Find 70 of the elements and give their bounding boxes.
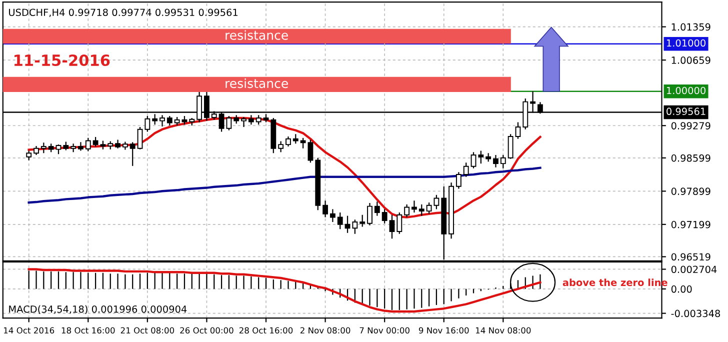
candlestick xyxy=(382,208,388,224)
candlestick xyxy=(144,116,150,132)
text: MACD(34,54,18) 0.001996 0.000904 xyxy=(9,305,187,314)
candlestick xyxy=(34,145,39,156)
candlestick xyxy=(404,204,410,218)
line-series xyxy=(28,166,542,204)
y-tick-label: 0.98599 xyxy=(671,154,710,162)
y-tick-label: -0.003348 xyxy=(671,310,720,318)
candlestick xyxy=(493,154,498,168)
x-tick-label: 28 Oct 16:00 xyxy=(239,327,293,334)
x-tick-label: 7 Nov 00:00 xyxy=(360,327,410,334)
y-tick-label: 1.01359 xyxy=(672,23,710,31)
x-tick-label: 14 Oct 2016 xyxy=(4,327,54,334)
candlestick xyxy=(456,172,462,190)
y-tick-label: 0.96519 xyxy=(671,253,710,261)
candlestick xyxy=(248,114,254,126)
candlestick xyxy=(478,150,484,164)
x-tick-label: 9 Nov 16:00 xyxy=(418,327,469,334)
candlestick xyxy=(463,162,469,178)
x-tick-label: 14 Nov 08:00 xyxy=(476,327,531,334)
candlestick xyxy=(166,116,172,126)
x-tick-label: 18 Oct 16:00 xyxy=(62,327,115,334)
candlestick xyxy=(226,116,232,131)
candlestick xyxy=(56,144,62,155)
candlestick xyxy=(130,142,136,166)
candlestick xyxy=(278,140,284,153)
y-tick-label: 0.97199 xyxy=(671,220,710,228)
candlestick xyxy=(330,208,336,223)
candlestick xyxy=(418,204,424,216)
candlestick xyxy=(322,200,328,218)
text: USDCHF,H4 0.99718 0.99774 0.99531 0.99561 xyxy=(9,8,238,18)
ref-line-label: 0.99561 xyxy=(666,108,706,116)
y-tick-label: 0.97899 xyxy=(671,188,710,195)
candlestick xyxy=(26,150,32,161)
candlestick xyxy=(352,219,358,234)
candlestick xyxy=(360,214,366,228)
candlestick xyxy=(412,200,417,214)
x-tick-label: 2 Nov 08:00 xyxy=(300,327,350,334)
candlestick xyxy=(160,114,165,128)
candlestick xyxy=(286,136,291,148)
candlestick xyxy=(300,137,306,149)
candlestick xyxy=(256,114,262,126)
candlestick xyxy=(374,201,380,216)
candlestick xyxy=(515,122,521,140)
y-tick-label: 0.99279 xyxy=(671,122,710,130)
candlestick xyxy=(500,154,506,169)
y-tick-label: 0.00 xyxy=(671,285,692,293)
candlestick xyxy=(241,116,246,128)
candlestick xyxy=(137,126,143,150)
candlestick xyxy=(470,152,476,169)
candlestick xyxy=(92,136,98,148)
band-label: resistance xyxy=(226,30,288,40)
candlestick xyxy=(389,214,395,240)
candlestick xyxy=(40,142,46,154)
candlestick xyxy=(508,134,514,160)
y-tick-label: 0.002704 xyxy=(671,266,717,274)
band-label: resistance xyxy=(226,78,288,88)
candlestick xyxy=(396,212,402,234)
candlestick xyxy=(292,134,298,144)
candlestick xyxy=(308,139,314,164)
candlestick xyxy=(337,212,343,230)
ref-line-label: 1.00000 xyxy=(666,86,706,94)
ref-line-label: 1.01000 xyxy=(666,39,706,47)
annotation: 11-15-2016 xyxy=(14,54,110,66)
candlestick xyxy=(367,202,372,226)
y-tick-label: 1.00659 xyxy=(672,56,710,64)
x-tick-label: 26 Oct 00:00 xyxy=(180,327,234,334)
candlestick xyxy=(85,137,91,152)
candlestick xyxy=(344,215,350,234)
x-tick-label: 21 Oct 08:00 xyxy=(120,327,174,334)
